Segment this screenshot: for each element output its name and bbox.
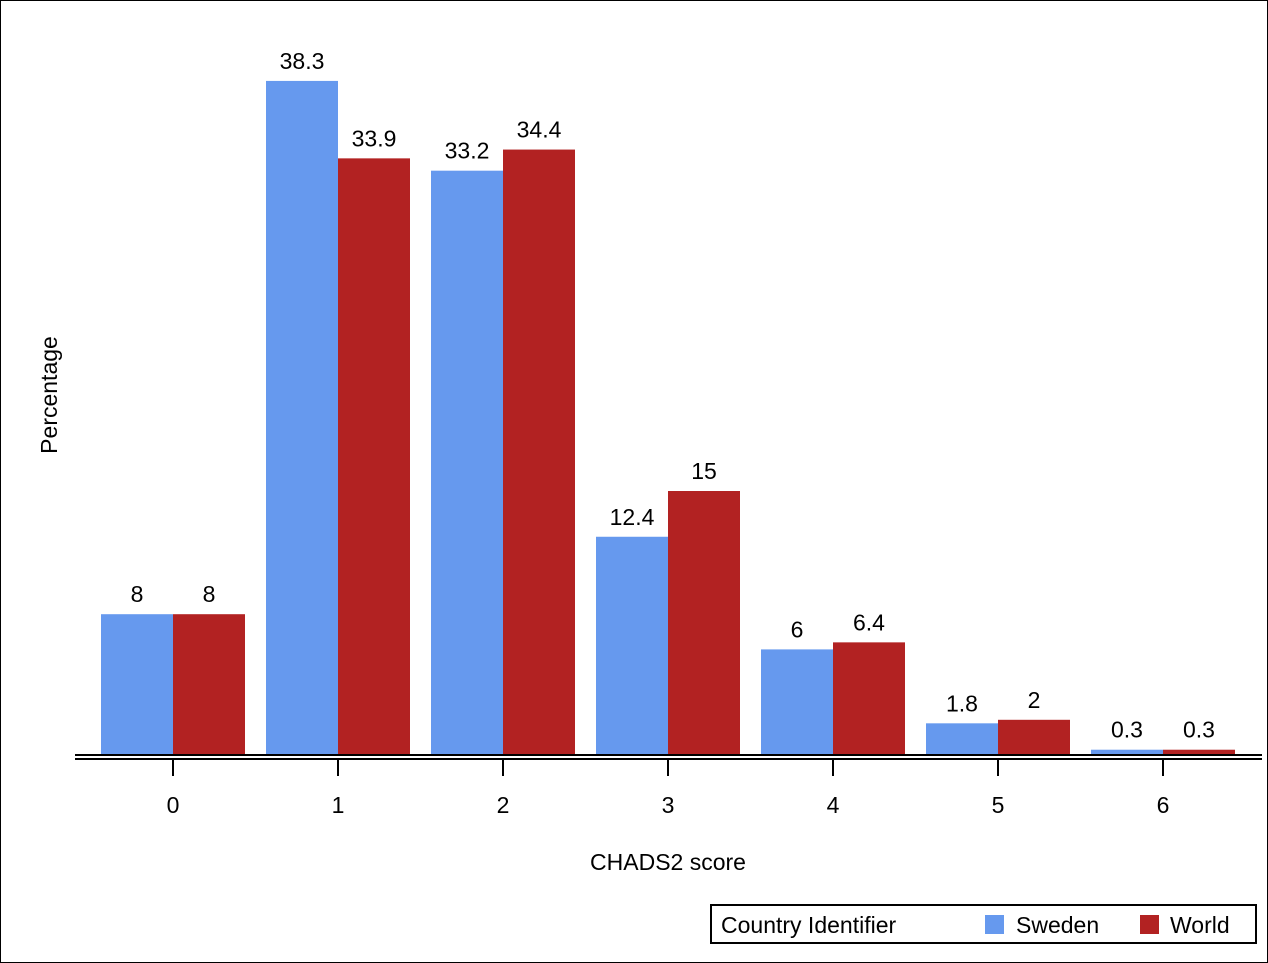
x-tick-label-4: 4 <box>827 792 840 818</box>
legend-swatch-world <box>1140 915 1159 934</box>
data-label-sweden-3: 12.4 <box>610 504 655 530</box>
bar-world-1 <box>338 158 410 756</box>
bar-world-4 <box>833 642 905 755</box>
data-labels-group: 8 8 38.3 33.9 33.2 34.4 12.4 15 6 6.4 1.8 2 0.3 0.3 <box>131 48 1215 743</box>
bar-world-5 <box>998 719 1070 755</box>
data-label-world-2: 34.4 <box>517 117 562 143</box>
bars-group <box>101 80 1235 756</box>
data-label-sweden-6: 0.3 <box>1111 717 1143 743</box>
x-axis-title: CHADS2 score <box>590 849 746 875</box>
bar-sweden-5 <box>926 723 998 755</box>
bar-sweden-1 <box>266 80 338 756</box>
legend-title: Country Identifier <box>721 912 896 938</box>
x-tick-label-3: 3 <box>662 792 675 818</box>
data-label-sweden-2: 33.2 <box>445 138 490 164</box>
data-label-world-0: 8 <box>203 581 216 607</box>
data-label-sweden-1: 38.3 <box>280 48 325 74</box>
data-label-world-4: 6.4 <box>853 609 885 635</box>
bar-world-2 <box>503 149 575 755</box>
y-axis-title: Percentage <box>36 336 62 454</box>
bar-sweden-6 <box>1091 749 1163 755</box>
x-ticks-group: 0 1 2 3 4 5 6 <box>167 760 1170 818</box>
data-label-world-6: 0.3 <box>1183 717 1215 743</box>
bar-sweden-3 <box>596 536 668 755</box>
data-label-sweden-5: 1.8 <box>946 690 978 716</box>
legend-label-world: World <box>1170 912 1230 938</box>
bar-world-0 <box>173 614 245 755</box>
bar-sweden-2 <box>431 170 503 755</box>
data-label-world-1: 33.9 <box>352 125 397 151</box>
data-label-sweden-4: 6 <box>791 616 804 642</box>
bar-sweden-4 <box>761 649 833 755</box>
x-tick-label-1: 1 <box>332 792 345 818</box>
bar-sweden-0 <box>101 614 173 755</box>
x-tick-label-5: 5 <box>992 792 1005 818</box>
data-label-world-5: 2 <box>1028 687 1041 713</box>
legend-label-sweden: Sweden <box>1016 912 1099 938</box>
legend: Country Identifier Sweden World <box>710 904 1257 944</box>
data-label-sweden-0: 8 <box>131 581 144 607</box>
bar-world-3 <box>668 491 740 755</box>
x-tick-label-2: 2 <box>497 792 510 818</box>
x-tick-label-6: 6 <box>1157 792 1170 818</box>
bar-world-6 <box>1163 749 1235 755</box>
x-tick-label-0: 0 <box>167 792 180 818</box>
legend-swatch-sweden <box>985 915 1004 934</box>
legend-box <box>710 904 1257 944</box>
data-label-world-3: 15 <box>691 458 717 484</box>
